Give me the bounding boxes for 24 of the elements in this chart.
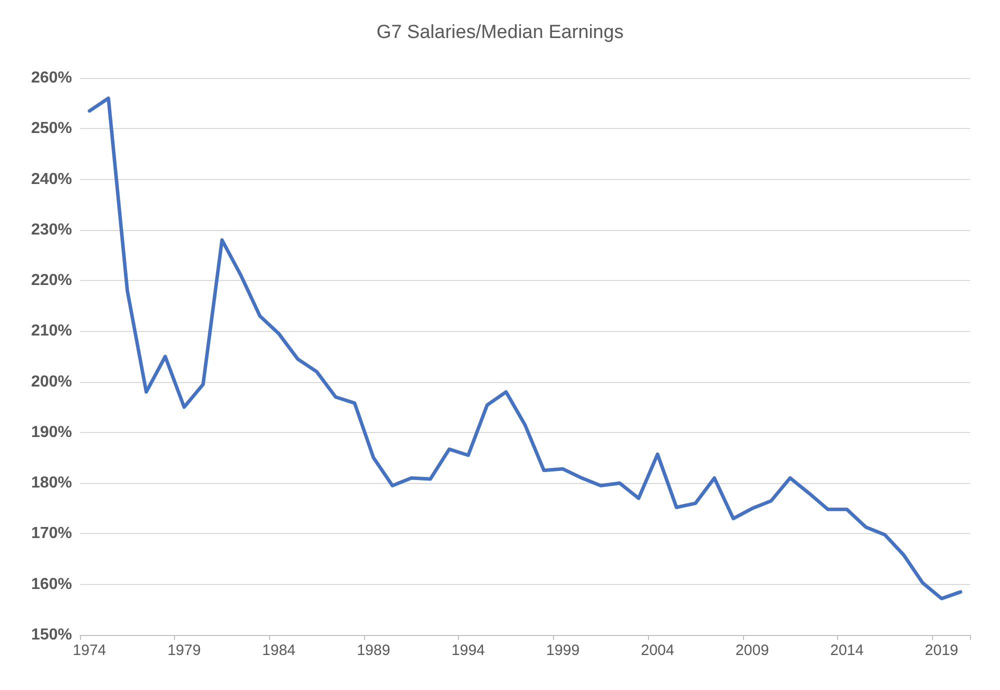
- y-tick-label: 250%: [31, 120, 72, 138]
- y-tick-label: 230%: [31, 221, 72, 238]
- x-tick-label: 2014: [830, 642, 864, 659]
- x-tick-label: 1979: [167, 642, 201, 659]
- y-tick-label: 160%: [31, 576, 72, 593]
- x-tick-label: 2009: [736, 642, 769, 659]
- y-tick-label: 220%: [31, 272, 72, 290]
- x-tick-label: 1994: [452, 642, 485, 659]
- x-tick-label: 1989: [356, 642, 390, 659]
- y-tick-label: 210%: [31, 322, 72, 340]
- line-series: [88, 96, 962, 600]
- chart-title: G7 Salaries/Median Earnings: [376, 22, 624, 43]
- y-tick-label: 170%: [31, 525, 72, 542]
- y-tick-label: 200%: [31, 373, 72, 390]
- y-tick-label: 150%: [31, 626, 72, 644]
- y-tick-label: 240%: [31, 170, 72, 188]
- x-tick-label: 1999: [546, 642, 580, 659]
- y-tick-label: 260%: [31, 70, 72, 86]
- y-tick-label: 180%: [31, 474, 72, 492]
- y-tick-label: 190%: [31, 424, 72, 441]
- x-tick-label: 2004: [640, 642, 674, 659]
- x-tick-label: 2019: [924, 642, 958, 659]
- x-tick-label: 1984: [262, 642, 296, 659]
- x-tick-label: 1974: [72, 642, 106, 659]
